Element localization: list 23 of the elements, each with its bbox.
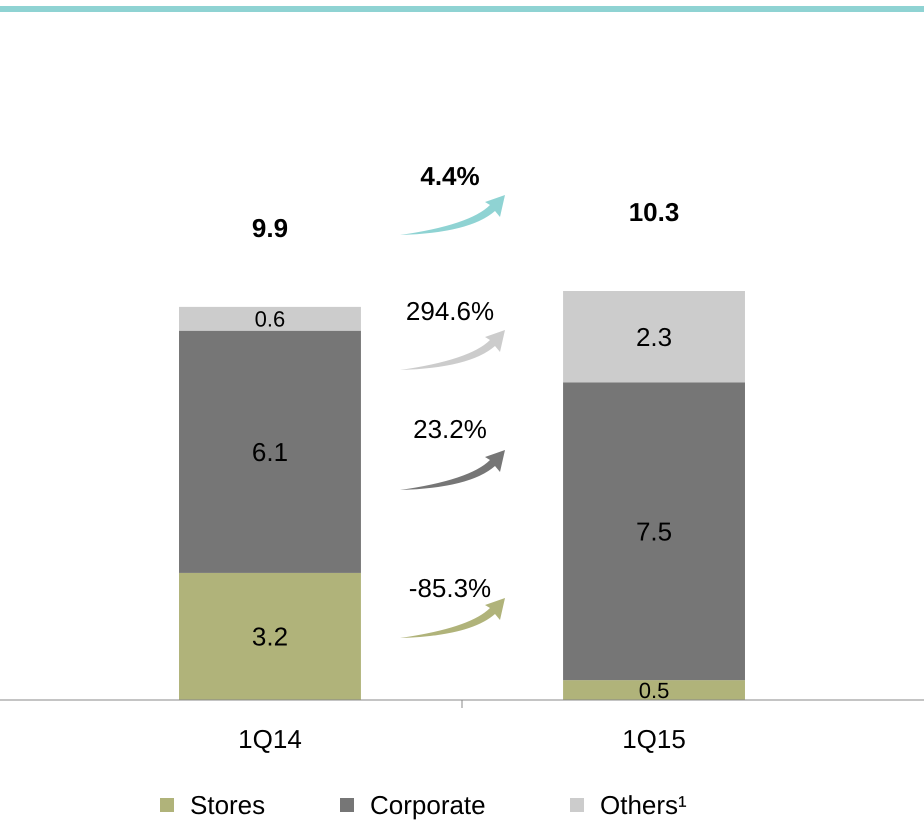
bar	[179, 330, 361, 573]
x-tick-label: 1Q14	[238, 724, 302, 754]
bar	[563, 382, 745, 680]
data-label: 0.5	[638, 678, 670, 703]
data-label: 6.1	[252, 436, 288, 467]
bar	[179, 306, 361, 331]
total-label: 9.9	[252, 212, 288, 243]
data-label: 2.3	[636, 322, 672, 352]
legend-label: Others¹	[600, 790, 688, 820]
text: 4.4%	[420, 161, 480, 191]
bar	[563, 291, 745, 382]
bar	[563, 680, 745, 700]
annotation: 23.2%	[413, 414, 487, 444]
legend-label: Corporate	[370, 790, 486, 820]
annotation: 294.6%	[406, 296, 494, 326]
total-label: 10.3	[628, 197, 680, 227]
data-label: 3.2	[252, 622, 288, 652]
annotation: -85.3%	[408, 573, 492, 603]
legend-label: Stores	[190, 790, 266, 820]
data-label: 7.5	[636, 516, 672, 546]
bar	[179, 572, 361, 700]
data-label: 0.6	[254, 306, 286, 332]
x-tick-label: 1Q15	[622, 724, 686, 754]
